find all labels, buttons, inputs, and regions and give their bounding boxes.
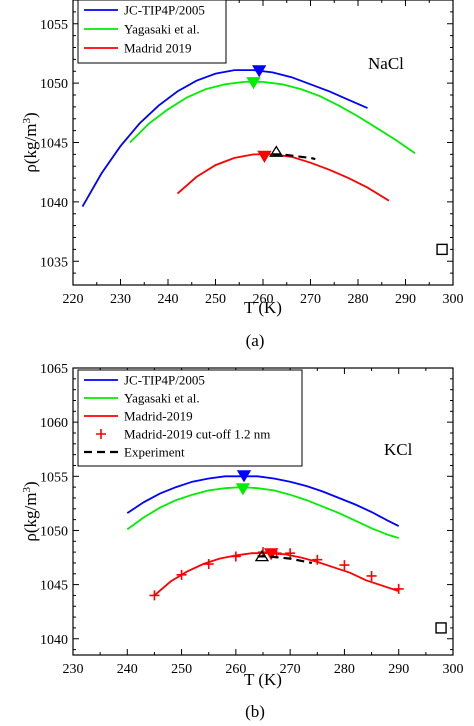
x-tick-label: 230: [63, 662, 84, 677]
x-tick-label: 290: [388, 662, 409, 677]
series-line-1: [129, 81, 416, 154]
plus-marker: [176, 569, 187, 580]
plus-marker: [312, 554, 323, 565]
y-axis-label-main: ρ(kg/m: [21, 124, 40, 173]
x-tick-label: 300: [443, 662, 464, 677]
y-tick-label: 1060: [40, 416, 68, 431]
series-line-0: [81, 69, 368, 208]
legend-label: JC-TIP4P/2005: [124, 3, 205, 18]
legend-plus-swatch: [96, 429, 106, 439]
x-tick-label: 250: [205, 292, 226, 307]
y-axis-label-sup: 3: [21, 118, 33, 124]
y-tick-label: 1050: [40, 77, 68, 92]
series-line-0: [126, 475, 400, 527]
y-axis-label-sup: 3: [21, 487, 33, 493]
plus-marker: [366, 570, 377, 581]
plus-marker: [149, 590, 160, 601]
x-tick-label: 300: [443, 292, 464, 307]
x-tick-label: 230: [110, 292, 131, 307]
legend-box: [77, 369, 303, 467]
salt-annotation: NaCl: [368, 54, 404, 73]
max-density-triangle-down: [235, 483, 251, 496]
x-tick-label: 260: [253, 292, 274, 307]
y-axis-label: ρ(kg/m3): [21, 481, 40, 541]
data-layer: [81, 65, 448, 256]
y-tick-label: 1065: [40, 362, 68, 377]
y-tick-label: 1035: [40, 255, 68, 270]
plus-marker: [285, 548, 296, 559]
legend-label: Madrid-2019: [124, 409, 193, 424]
y-tick-label: 1045: [40, 137, 68, 152]
x-tick-label: 290: [395, 292, 416, 307]
x-tick-label: 270: [300, 292, 321, 307]
legend-label: Yagasaki et al.: [124, 22, 200, 37]
panel-a: 220 230 240 250 260 270 280 290 300 1035 1040 1045 1…: [21, 0, 464, 350]
max-density-triangle-down: [246, 77, 261, 90]
max-density-triangle-down: [252, 65, 267, 78]
plus-marker: [339, 560, 350, 571]
y-tick-label: 1040: [40, 633, 68, 648]
legend-label: Madrid-2019 cut-off 1.2 nm: [124, 427, 270, 442]
series-line-2: [153, 552, 399, 597]
x-tick-label: 240: [158, 292, 179, 307]
x-tick-label: 270: [280, 662, 301, 677]
y-tick-label: 1055: [40, 18, 68, 33]
legend-label: Experiment: [124, 445, 185, 460]
y-axis-label: ρ(kg/m3): [21, 112, 40, 172]
y-axis-label-main: ρ(kg/m: [21, 493, 40, 542]
legend-label: Yagasaki et al.: [124, 391, 200, 406]
panel-caption: (b): [245, 702, 265, 721]
panel-caption: (a): [246, 331, 265, 350]
x-tick-label: 280: [334, 662, 355, 677]
panel-b: 230 240 250 260 270 280 290 300 1040 1045 1050 1055…: [21, 362, 464, 721]
x-tick-label: 250: [171, 662, 192, 677]
open-square-marker: [435, 622, 447, 634]
y-tick-label: 1055: [40, 470, 68, 485]
max-density-triangle-down: [257, 150, 272, 163]
plus-marker: [230, 551, 241, 562]
y-tick-label: 1045: [40, 579, 68, 594]
x-axis-label: T (K): [244, 298, 282, 317]
legend-label: JC-TIP4P/2005: [124, 373, 205, 388]
series-line-1: [126, 486, 399, 539]
experiment-line: [257, 555, 313, 564]
plus-marker: [393, 583, 404, 594]
max-density-triangle-down: [236, 470, 252, 483]
open-square-marker: [436, 243, 448, 256]
salt-annotation: KCl: [384, 440, 413, 459]
x-tick-label: 260: [225, 662, 246, 677]
series-line-2: [176, 153, 390, 202]
y-axis-label-close: ): [21, 481, 40, 487]
plus-marker: [203, 559, 214, 570]
experiment-open-triangle-up: [254, 549, 270, 562]
legend-label: Madrid 2019: [124, 41, 192, 56]
x-tick-label: 220: [63, 292, 84, 307]
x-axis-label: T (K): [244, 670, 282, 689]
x-tick-label: 240: [117, 662, 138, 677]
experiment-open-triangle-up: [269, 145, 284, 157]
y-axis-label-close: ): [21, 112, 40, 118]
y-tick-label: 1050: [40, 524, 68, 539]
y-tick-label: 1040: [40, 196, 68, 211]
x-tick-label: 280: [348, 292, 369, 307]
data-layer: [126, 470, 447, 634]
